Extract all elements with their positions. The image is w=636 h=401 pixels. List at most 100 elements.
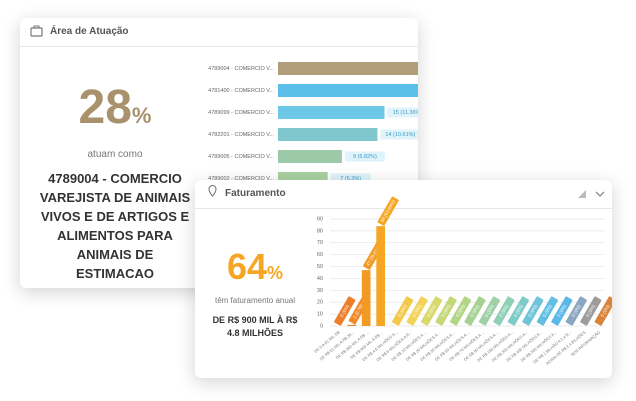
value-label-group: 0 (0%) xyxy=(536,296,558,326)
stat-value: 64 xyxy=(226,246,268,287)
header-icons xyxy=(208,184,605,198)
description: 4789004 - COMERCIO VAREJISTA DE ANIMAIS … xyxy=(39,171,191,281)
y-tick-label: 10 xyxy=(317,312,323,318)
bar xyxy=(347,324,357,326)
y-tick-label: 90 xyxy=(317,216,323,222)
value-label: 0 (0%) xyxy=(513,303,524,317)
value-label: 0 (0%) xyxy=(469,303,480,317)
stat-unit: % xyxy=(267,263,284,283)
card-header: Faturamento xyxy=(195,180,612,209)
value-label-group: 84 (63.64%) xyxy=(377,196,399,226)
value-label: 0 (0%) xyxy=(585,303,596,317)
value-label-box xyxy=(406,296,428,326)
stat-unit: % xyxy=(131,103,152,128)
value-label-box xyxy=(449,296,472,326)
value-label-group: 0 (0%) xyxy=(580,296,602,326)
value-label: 0 (0%) xyxy=(397,303,408,317)
value-label-box xyxy=(392,296,414,326)
y-tick-label: 0 xyxy=(320,323,323,329)
y-tick-label: 4781400 - COMERCIO V... xyxy=(208,88,274,94)
y-tick-label: 30 xyxy=(317,288,323,294)
value-label-box xyxy=(507,296,530,326)
value-label-box xyxy=(377,196,399,226)
y-tick-label: 20 xyxy=(317,300,323,306)
bar xyxy=(376,226,385,326)
card-title: Área de Atuação xyxy=(50,26,129,37)
value-label-box xyxy=(420,296,443,326)
value-label-group: 0 (0%) xyxy=(392,296,414,326)
card-title: Faturamento xyxy=(225,188,286,199)
value-label: 0 (0%) xyxy=(411,303,422,317)
value-label: 0 (0%) xyxy=(571,303,582,317)
value-label-box xyxy=(387,107,418,118)
value-label-box xyxy=(565,296,587,326)
value-label-box xyxy=(493,296,515,326)
value-label: 0 (0%) xyxy=(542,303,553,317)
value-label-box xyxy=(435,296,457,326)
value-label-box xyxy=(478,296,501,326)
y-tick-label: 4782201 - COMERCIO V... xyxy=(208,132,274,138)
value-label-box xyxy=(464,296,486,326)
value-label-group: 0 (0%) xyxy=(478,296,501,326)
value-label: 15 (11.36%) xyxy=(393,110,418,116)
header-icons xyxy=(30,25,43,37)
bar xyxy=(278,84,418,97)
value-label-group: 0 (0%) xyxy=(464,296,486,326)
value-label-box xyxy=(594,296,612,326)
stat: 28% xyxy=(55,80,175,135)
value-label: 14 (10.61%) xyxy=(385,132,415,138)
value-label: 0 (0%) xyxy=(426,303,437,317)
y-tick-label: 50 xyxy=(317,264,323,270)
y-tick-label: 60 xyxy=(317,252,323,258)
value-label: 0 (0%) xyxy=(600,303,611,317)
bar xyxy=(278,106,385,119)
stat: 64% xyxy=(195,246,315,288)
y-tick-label: 4789002 - COMERCIO V... xyxy=(208,176,274,182)
value-label-group: 0 (0%) xyxy=(565,296,587,326)
value-label-group: 0 (0%) xyxy=(334,296,356,326)
value-label-group: 0 (0%) xyxy=(522,296,544,326)
value-label: 0 (0%) xyxy=(498,303,509,317)
y-tick-label: 80 xyxy=(317,228,323,234)
value-label-group: 0 (0%) xyxy=(507,296,530,326)
value-label-group: 0 (0%) xyxy=(406,296,428,326)
caption: têm faturamento anual xyxy=(214,296,296,305)
value-label: 0 (0%) xyxy=(556,303,567,317)
value-label-box xyxy=(334,296,356,326)
y-tick-label: 70 xyxy=(317,240,323,246)
y-tick-label: 4789004 - COMERCIO V... xyxy=(208,66,274,72)
bar xyxy=(278,128,378,141)
revenue-card: Faturamento 64% têm faturamento anual DE… xyxy=(195,180,612,378)
value-label: 0 (0%) xyxy=(527,303,538,317)
value-label: 0 (0%) xyxy=(484,303,495,317)
bar xyxy=(361,270,371,326)
y-tick-label: 4789099 - COMERCIO V... xyxy=(208,110,274,116)
description: DE R$ 900 MIL À R$ 4.8 MILHÕES xyxy=(212,315,298,338)
value-label-box xyxy=(536,296,558,326)
value-label-group: 0 (0%) xyxy=(594,296,612,326)
value-label-box xyxy=(551,296,573,326)
value-label-box xyxy=(522,296,544,326)
bar xyxy=(278,62,418,75)
card-header: Área de Atuação xyxy=(20,18,418,47)
value-label-box xyxy=(580,296,602,326)
value-label-box xyxy=(344,151,385,162)
y-tick-label: 4789005 - COMERCIO V... xyxy=(208,154,274,160)
value-label-group: 0 (0%) xyxy=(449,296,472,326)
value-label-group: 0 (0%) xyxy=(420,296,443,326)
y-tick-label: 40 xyxy=(317,276,323,282)
value-label-group: 0 (0%) xyxy=(435,296,457,326)
value-label-box xyxy=(380,129,418,140)
value-label: 7 (5.3%) xyxy=(340,176,361,182)
bar xyxy=(278,150,342,163)
value-label-group: 0 (0%) xyxy=(551,296,573,326)
value-label: 9 (6.82%) xyxy=(353,154,377,160)
value-label-group: 0 (0%) xyxy=(493,296,515,326)
value-label: 0 (0%) xyxy=(455,303,466,317)
value-label: 0 (0%) xyxy=(440,303,451,317)
caption: atuam como xyxy=(87,149,143,160)
value-label: 0 (0%) xyxy=(339,303,350,317)
stat-value: 28 xyxy=(78,81,132,134)
